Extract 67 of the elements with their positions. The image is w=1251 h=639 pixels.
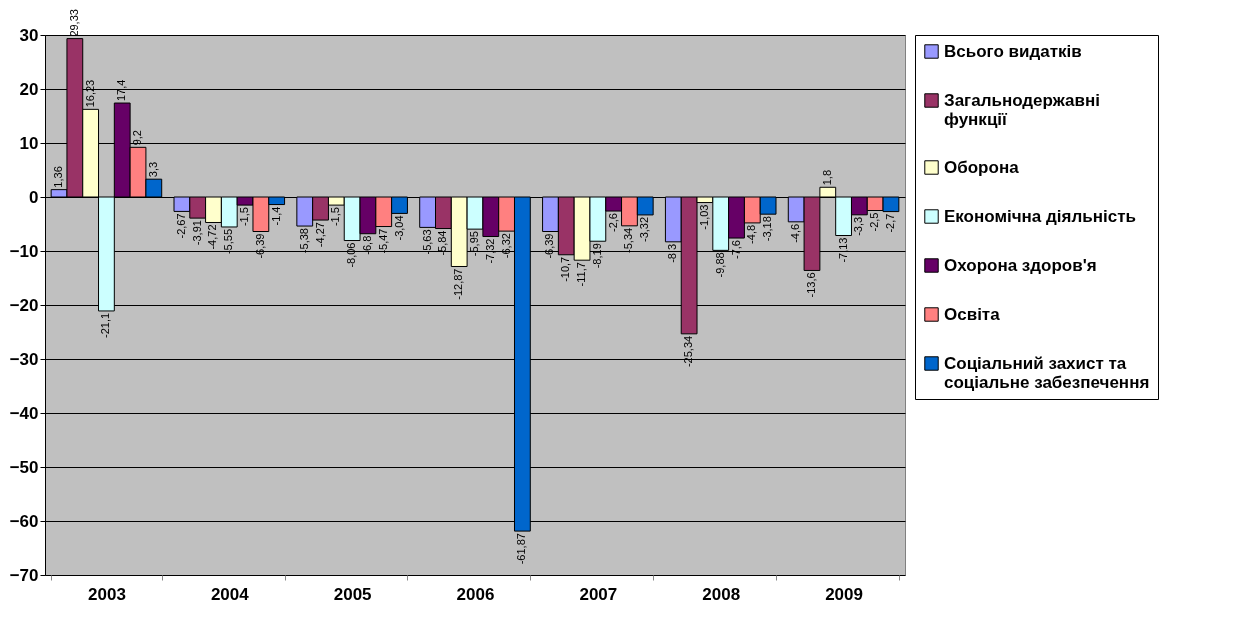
data-label: -7,13 [836, 237, 849, 263]
data-label: -4,8 [745, 224, 758, 244]
data-label: 1,8 [820, 169, 833, 186]
data-label: -5,63 [420, 229, 433, 255]
x-tick-label: 2008 [702, 584, 741, 604]
data-label: 1,36 [52, 166, 65, 188]
y-tick-label: −40 [9, 403, 39, 423]
data-label: -8,19 [590, 243, 603, 269]
y-tick-label: −50 [9, 457, 39, 477]
data-label: -3,18 [761, 216, 774, 242]
x-tick-label: 2003 [88, 584, 126, 604]
data-label: -6,8 [360, 235, 373, 255]
y-tick-label: −60 [9, 511, 39, 531]
y-tick-label: 30 [19, 25, 39, 45]
data-label: -11,7 [575, 262, 588, 287]
data-label: -9,88 [713, 252, 726, 278]
data-label: -3,32 [638, 216, 651, 243]
data-label: -3,3 [852, 216, 865, 236]
data-label: -5,55 [222, 228, 235, 255]
legend-label: Оборона [944, 157, 1020, 177]
x-tick-label: 2009 [825, 584, 863, 604]
data-label: -8,06 [345, 242, 358, 268]
data-label: -10,7 [559, 256, 572, 282]
y-tick-label: 10 [19, 133, 39, 153]
y-tick-label: −20 [9, 295, 39, 315]
data-label: -1,4 [269, 206, 282, 226]
data-label: -2,5 [868, 212, 881, 232]
data-label: -5,38 [297, 228, 310, 254]
y-tick-label: 0 [29, 187, 39, 207]
data-label: -7,32 [483, 238, 496, 264]
legend-label: Економічна діяльність [944, 206, 1136, 226]
data-label: -61,87 [515, 533, 528, 565]
data-label: -5,34 [622, 227, 635, 253]
data-label: -4,27 [313, 222, 326, 248]
y-tick-label: −70 [9, 565, 39, 585]
data-label: 16,23 [83, 79, 96, 108]
data-label: 3,3 [146, 161, 159, 178]
data-label: -21,1 [99, 312, 112, 339]
data-label: -5,84 [436, 230, 449, 256]
data-label: -8,3 [666, 243, 679, 263]
data-label: -5,47 [376, 228, 389, 254]
x-tick-label: 2005 [333, 584, 372, 604]
legend-label: Охорона здоров'я [944, 255, 1097, 275]
x-tick-label: 2006 [456, 584, 495, 604]
data-label: 29,33 [67, 9, 80, 37]
legend-label: Соціальний захист та соціальне забезпечення [944, 353, 1150, 392]
data-label: -4,6 [789, 223, 802, 243]
data-label: -2,7 [883, 213, 896, 233]
data-label: -3,91 [190, 220, 203, 246]
data-label: -2,6 [606, 213, 619, 233]
y-tick-label: 20 [19, 79, 39, 99]
data-label: -1,03 [697, 204, 710, 230]
data-label: -4,72 [206, 224, 219, 250]
y-tick-label: −10 [9, 241, 39, 261]
data-label: -1,5 [238, 207, 251, 227]
data-label: -12,87 [452, 268, 465, 300]
data-label: -2,67 [174, 213, 187, 239]
data-label: -13,6 [804, 272, 817, 298]
x-tick-label: 2007 [579, 584, 618, 604]
legend-label: Всього видатків [944, 41, 1082, 61]
x-tick-label: 2004 [210, 584, 250, 604]
legend-label: Загальнодержавні функції [944, 90, 1100, 129]
data-label: -1,5 [329, 207, 342, 227]
legend-label: Освіта [944, 304, 1001, 324]
y-tick-label: −30 [9, 349, 39, 369]
data-label: -3,04 [392, 215, 405, 241]
data-label: 17,4 [115, 79, 128, 102]
